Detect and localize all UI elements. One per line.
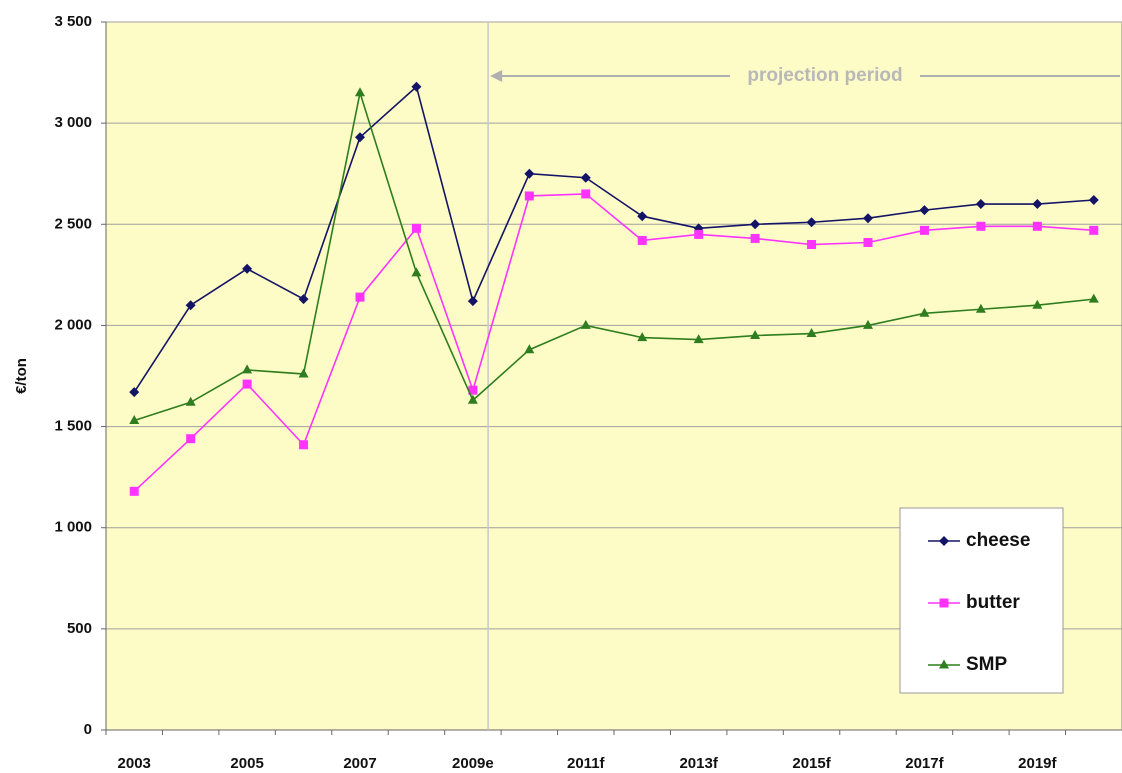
point bbox=[1089, 225, 1099, 235]
point bbox=[524, 191, 534, 201]
point bbox=[637, 235, 647, 245]
point bbox=[580, 319, 591, 329]
point bbox=[919, 205, 930, 216]
legend bbox=[899, 507, 1064, 694]
x-tick-label: 2007 bbox=[343, 755, 376, 772]
point bbox=[242, 379, 252, 389]
point bbox=[976, 221, 986, 231]
point bbox=[1032, 199, 1043, 210]
point bbox=[637, 211, 648, 222]
x-tick-label: 2009e bbox=[452, 755, 494, 772]
legend-label: cheese bbox=[966, 530, 1030, 551]
point bbox=[411, 81, 422, 92]
point bbox=[1032, 299, 1043, 309]
series-line bbox=[133, 193, 1094, 492]
point bbox=[750, 330, 761, 340]
point bbox=[1088, 195, 1099, 206]
point bbox=[919, 307, 930, 317]
series-line bbox=[133, 92, 1094, 422]
point bbox=[694, 229, 704, 239]
point bbox=[242, 263, 253, 274]
point bbox=[863, 237, 873, 247]
y-tick-label: 3 000 bbox=[54, 114, 92, 131]
x-tick-label: 2011f bbox=[567, 755, 606, 772]
point bbox=[129, 415, 140, 425]
point bbox=[806, 328, 817, 338]
point bbox=[975, 199, 986, 210]
y-tick-label: 2 500 bbox=[54, 215, 92, 232]
point bbox=[185, 300, 196, 311]
legend-marker bbox=[939, 598, 949, 608]
point bbox=[750, 233, 760, 243]
x-tick-label: 2005 bbox=[230, 755, 263, 772]
y-tick-label: 0 bbox=[84, 721, 92, 738]
point bbox=[355, 132, 365, 143]
y-tick-label: 1 500 bbox=[54, 418, 92, 435]
point bbox=[524, 344, 535, 354]
x-tick-label: 2017f bbox=[905, 755, 944, 772]
y-tick-label: 1 000 bbox=[54, 519, 92, 536]
point bbox=[863, 213, 873, 224]
point bbox=[467, 296, 478, 307]
point bbox=[863, 319, 873, 329]
point bbox=[355, 292, 365, 302]
point bbox=[242, 364, 253, 374]
point bbox=[467, 394, 478, 404]
x-tick-label: 2013f bbox=[679, 755, 718, 772]
legend-marker bbox=[939, 536, 949, 546]
legend-label: SMP bbox=[966, 654, 1008, 675]
x-tick-label: 2003 bbox=[118, 755, 151, 772]
point bbox=[185, 396, 196, 406]
point bbox=[411, 267, 422, 277]
point bbox=[975, 303, 986, 313]
point bbox=[468, 385, 478, 395]
legend-marker bbox=[939, 659, 949, 669]
point bbox=[806, 217, 817, 228]
point bbox=[524, 168, 535, 179]
point bbox=[129, 387, 140, 398]
point bbox=[186, 434, 196, 444]
legend-label: butter bbox=[966, 592, 1020, 613]
point bbox=[807, 240, 817, 250]
y-axis-label: €/ton bbox=[13, 358, 30, 394]
point bbox=[1032, 221, 1042, 231]
point bbox=[411, 223, 421, 233]
y-tick-label: 2 000 bbox=[54, 316, 92, 333]
point bbox=[637, 332, 648, 342]
point bbox=[299, 440, 309, 450]
projection-label: projection period bbox=[747, 65, 902, 86]
y-tick-label: 3 500 bbox=[54, 13, 92, 30]
point bbox=[693, 334, 704, 344]
x-tick-label: 2019f bbox=[1018, 755, 1057, 772]
projection-arrowhead bbox=[490, 70, 503, 82]
series-line bbox=[133, 85, 1094, 393]
point bbox=[298, 294, 309, 305]
point bbox=[750, 219, 761, 230]
point bbox=[129, 486, 139, 496]
point bbox=[355, 87, 365, 97]
x-tick-label: 2015f bbox=[792, 755, 831, 772]
point bbox=[919, 225, 929, 235]
point bbox=[298, 368, 309, 378]
point bbox=[580, 172, 591, 183]
y-tick-label: 500 bbox=[67, 620, 92, 637]
point bbox=[1088, 293, 1099, 303]
point bbox=[581, 189, 591, 199]
